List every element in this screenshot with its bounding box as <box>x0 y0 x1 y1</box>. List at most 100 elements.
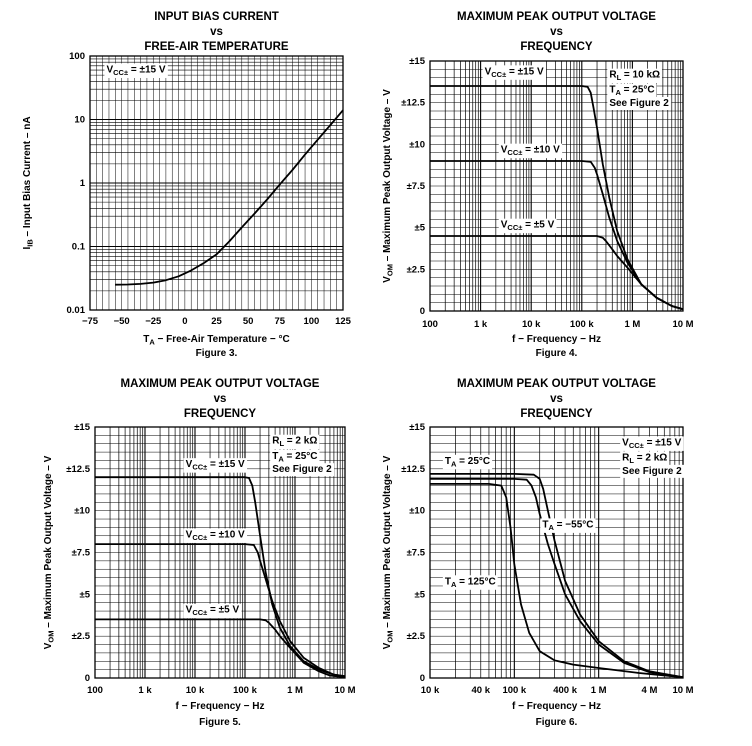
condition-label: TA = 25°C <box>272 451 317 464</box>
label-backdrop <box>620 451 670 466</box>
label-backdrop <box>498 218 557 234</box>
y-tick-label: ±15 <box>74 422 90 433</box>
y-tick-label: ±5 <box>415 223 426 234</box>
figure-caption: Figure 6. <box>536 717 578 728</box>
y-tick-label: ±2.5 <box>407 631 426 642</box>
figure-caption: Figure 5. <box>199 717 241 728</box>
x-tick-label: 100 <box>303 316 319 327</box>
plot-grid <box>90 56 343 310</box>
chart-title: INPUT BIAS CURRENT <box>154 11 279 23</box>
y-tick-label: ±2.5 <box>72 631 91 642</box>
condition-label: See Figure 2 <box>622 466 682 477</box>
y-tick-label: 0 <box>420 306 425 317</box>
figure-caption: Figure 4. <box>536 348 578 359</box>
series-line <box>430 235 684 311</box>
label-backdrop <box>270 463 335 477</box>
x-tick-label: 50 <box>243 316 254 327</box>
y-tick-label: ±15 <box>409 56 425 67</box>
x-tick-label: −50 <box>114 316 130 327</box>
x-tick-label: 1 k <box>474 319 488 330</box>
chart-input-bias-current: INPUT BIAS CURRENT vs FREE-AIR TEMPERATURE… <box>22 11 352 359</box>
y-axis-label: IIB – Input Bias Current – nA <box>22 116 35 249</box>
x-tick-label: 10 k <box>186 685 205 696</box>
y-tick-label: ±15 <box>409 422 425 433</box>
series-line <box>430 472 684 679</box>
x-tick-label: 10 M <box>672 319 693 330</box>
x-tick-label: 4 M <box>642 685 658 696</box>
condition-label: RL = 2 kΩ <box>272 436 317 449</box>
y-tick-label: ±10 <box>409 139 425 150</box>
figure-caption: Figure 3. <box>196 348 238 359</box>
x-tick-label: 1 M <box>624 319 640 330</box>
condition-label: RL = 2 kΩ <box>622 452 667 465</box>
y-tick-label: ±7.5 <box>407 548 426 559</box>
x-axis-label: f − Frequency − Hz <box>176 701 265 712</box>
label-backdrop <box>442 575 498 590</box>
chart-title: MAXIMUM PEAK OUTPUT VOLTAGE <box>457 11 656 23</box>
chart-peak-voltage-temperature: MAXIMUM PEAK OUTPUT VOLTAGE vs FREQUENCY 10… <box>382 378 694 728</box>
curve-label: VCC± = ±15 V <box>106 64 165 77</box>
curve-label: VCC± = ±10 V <box>186 529 245 542</box>
curve-label: VCC± = ±15 V <box>186 459 245 472</box>
y-tick-label: ±12.5 <box>401 464 425 475</box>
x-tick-label: 1 M <box>591 685 607 696</box>
x-tick-label: 75 <box>274 316 285 327</box>
chart-peak-voltage-rl-2k: MAXIMUM PEAK OUTPUT VOLTAGE vs FREQUENCY 10… <box>43 378 356 728</box>
label-backdrop <box>620 464 685 478</box>
plot-grid <box>430 61 683 311</box>
y-tick-label: ±10 <box>409 506 425 517</box>
y-tick-label: ±2.5 <box>407 264 426 275</box>
x-tick-label: 1 k <box>138 685 152 696</box>
chart-title: MAXIMUM PEAK OUTPUT VOLTAGE <box>121 378 320 390</box>
y-tick-label: 0 <box>420 673 425 684</box>
y-tick-label: 0.01 <box>67 305 86 316</box>
label-backdrop <box>607 83 657 99</box>
label-backdrop <box>183 603 242 619</box>
x-axis-label: f − Frequency − Hz <box>512 701 601 712</box>
x-tick-label: 100 k <box>570 319 594 330</box>
x-tick-label: 100 <box>87 685 103 696</box>
y-tick-label: 0.1 <box>72 242 86 253</box>
y-tick-label: 0 <box>85 673 90 684</box>
x-tick-label: 400 k <box>553 685 577 696</box>
chart-title-vs: vs <box>550 393 563 405</box>
chart-subtitle: FREQUENCY <box>520 41 593 53</box>
chart-subtitle: FREQUENCY <box>184 408 257 420</box>
x-tick-label: 100 k <box>233 685 257 696</box>
x-tick-label: 10 k <box>421 685 440 696</box>
x-tick-label: 10 M <box>334 685 355 696</box>
curve-label: VCC± = ±10 V <box>501 145 560 158</box>
x-tick-label: 40 k <box>472 685 491 696</box>
label-backdrop <box>183 528 248 543</box>
curve-label: VCC± = ±15 V <box>485 66 544 79</box>
label-backdrop <box>620 436 684 451</box>
y-axis-label: VOM – Maximum Peak Output Voltage – V <box>43 455 56 649</box>
label-backdrop <box>442 454 493 470</box>
curve-label: VCC± = ±5 V <box>501 220 555 233</box>
x-tick-label: 0 <box>182 316 187 327</box>
x-axis-label: f − Frequency − Hz <box>512 334 601 345</box>
x-tick-label: 1 M <box>287 685 303 696</box>
chart-title: MAXIMUM PEAK OUTPUT VOLTAGE <box>457 378 656 390</box>
condition-label: TA = 25°C <box>609 85 654 98</box>
label-backdrop <box>104 63 168 78</box>
chart-subtitle: FREQUENCY <box>520 408 593 420</box>
chart-peak-voltage-rl-10k: MAXIMUM PEAK OUTPUT VOLTAGE vs FREQUENCY 10… <box>382 11 694 359</box>
series-line <box>115 109 344 286</box>
y-axis-label: VOM – Maximum Peak Output Voltage – V <box>382 455 395 649</box>
x-tick-label: 100 k <box>502 685 526 696</box>
series-line <box>95 618 346 679</box>
chart-title-vs: vs <box>210 26 223 38</box>
chart-subtitle: FREE-AIR TEMPERATURE <box>144 41 289 53</box>
plot-frame <box>94 426 346 679</box>
label-backdrop <box>607 97 672 110</box>
x-tick-label: −25 <box>145 316 162 327</box>
y-tick-label: ±12.5 <box>401 98 425 109</box>
chart-title-vs: vs <box>550 26 563 38</box>
y-axis-label: VOM – Maximum Peak Output Voltage – V <box>382 89 395 283</box>
curve-label: TA = 125°C <box>445 576 496 589</box>
x-tick-label: 100 <box>422 319 438 330</box>
x-tick-label: 25 <box>211 316 222 327</box>
series-line <box>95 543 346 678</box>
curve-label: TA = −55°C <box>542 519 593 532</box>
